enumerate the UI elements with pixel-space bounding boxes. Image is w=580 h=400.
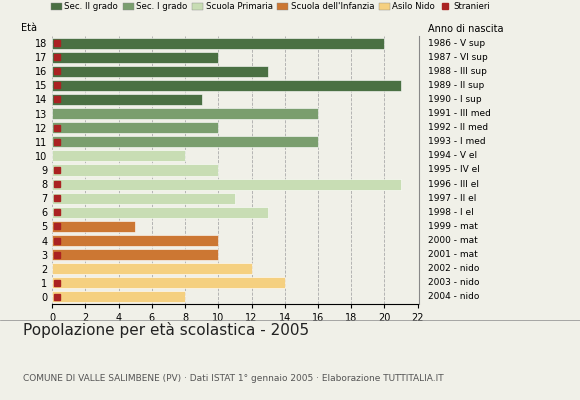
Bar	[52, 235, 218, 246]
Text: 1986 - V sup: 1986 - V sup	[428, 38, 485, 48]
Text: COMUNE DI VALLE SALIMBENE (PV) · Dati ISTAT 1° gennaio 2005 · Elaborazione TUTTI: COMUNE DI VALLE SALIMBENE (PV) · Dati IS…	[23, 374, 444, 383]
Bar	[52, 179, 401, 190]
Legend: Sec. II grado, Sec. I grado, Scuola Primaria, Scuola dell'Infanzia, Asilo Nido, : Sec. II grado, Sec. I grado, Scuola Prim…	[50, 2, 490, 11]
Bar	[52, 136, 318, 147]
Bar	[52, 122, 218, 133]
Bar	[52, 108, 318, 119]
Bar	[52, 277, 285, 288]
Text: Popolazione per età scolastica - 2005: Popolazione per età scolastica - 2005	[23, 322, 309, 338]
Text: 1987 - VI sup: 1987 - VI sup	[428, 53, 488, 62]
Text: 2004 - nido: 2004 - nido	[428, 292, 480, 302]
Text: 1996 - III el: 1996 - III el	[428, 180, 479, 189]
Text: 1995 - IV el: 1995 - IV el	[428, 166, 480, 174]
Text: 2001 - mat: 2001 - mat	[428, 250, 478, 259]
Text: Età: Età	[21, 23, 37, 33]
Bar	[52, 66, 268, 77]
Text: 1991 - III med: 1991 - III med	[428, 109, 491, 118]
Bar	[52, 207, 268, 218]
Bar	[52, 150, 185, 161]
Bar	[52, 263, 252, 274]
Bar	[52, 164, 218, 176]
Bar	[52, 52, 218, 63]
Text: 1989 - II sup: 1989 - II sup	[428, 81, 484, 90]
Bar	[52, 94, 202, 105]
Text: 2002 - nido: 2002 - nido	[428, 264, 480, 273]
Bar	[52, 249, 218, 260]
Text: 1998 - I el: 1998 - I el	[428, 208, 474, 217]
Text: 1997 - II el: 1997 - II el	[428, 194, 477, 203]
Text: 1999 - mat: 1999 - mat	[428, 222, 478, 231]
Bar	[52, 292, 185, 302]
Text: 1993 - I med: 1993 - I med	[428, 137, 486, 146]
Text: Anno di nascita: Anno di nascita	[428, 24, 503, 34]
Bar	[52, 193, 235, 204]
Bar	[52, 38, 385, 48]
Text: 1988 - III sup: 1988 - III sup	[428, 67, 487, 76]
Text: 1990 - I sup: 1990 - I sup	[428, 95, 482, 104]
Text: 1994 - V el: 1994 - V el	[428, 151, 477, 160]
Text: 2000 - mat: 2000 - mat	[428, 236, 478, 245]
Text: 2003 - nido: 2003 - nido	[428, 278, 480, 287]
Text: 1992 - II med: 1992 - II med	[428, 123, 488, 132]
Bar	[52, 221, 135, 232]
Bar	[52, 80, 401, 91]
